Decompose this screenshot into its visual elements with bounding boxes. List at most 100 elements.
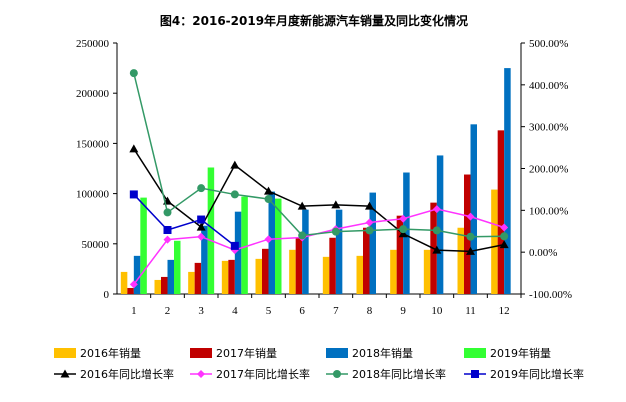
legend-bar-swatch (54, 348, 76, 358)
bar (161, 276, 168, 294)
y-left-tick-label: 0 (104, 289, 110, 301)
x-tick-label: 2 (165, 305, 171, 317)
x-tick-label: 5 (266, 305, 272, 317)
bar (335, 209, 343, 294)
line-point-diamond (365, 218, 374, 227)
line-series-group (129, 144, 509, 255)
bar (470, 124, 477, 294)
bar (504, 68, 511, 294)
line-point-circle (230, 190, 239, 199)
series-line (133, 148, 505, 253)
series-line (133, 193, 236, 247)
line-point-triangle (196, 222, 206, 231)
y-left-tick-label: 250000 (76, 38, 110, 50)
line-series (129, 69, 509, 289)
x-tick-label: 6 (299, 305, 305, 317)
line-point-circle (129, 69, 138, 78)
bar (188, 271, 195, 294)
bar (154, 279, 161, 294)
legend-bar-swatch (326, 348, 348, 358)
bar (497, 130, 505, 294)
line-point-triangle (466, 246, 475, 255)
line-point-square (163, 225, 172, 234)
line-point-circle (331, 227, 340, 236)
line-point-circle (500, 232, 509, 241)
bar-series (120, 68, 511, 294)
y-left-tick-label: 100000 (76, 189, 110, 201)
x-tick-label: 10 (431, 305, 443, 317)
bar (302, 209, 309, 294)
line-point-circle (298, 231, 307, 240)
line-point-triangle (398, 229, 408, 238)
bar (295, 237, 303, 294)
legend-label: 2019年销量 (490, 346, 551, 360)
bar (457, 227, 464, 294)
bar (120, 271, 128, 294)
line-point-diamond (500, 223, 509, 232)
line-point-square (197, 215, 206, 224)
x-tick-label: 4 (232, 305, 238, 317)
series-line (133, 72, 505, 238)
line-point-square (471, 370, 479, 378)
bar-series-group (120, 189, 498, 294)
bar (201, 225, 208, 294)
bar (491, 189, 498, 294)
line-point-diamond (197, 232, 206, 241)
bar (275, 198, 282, 294)
bar (289, 249, 296, 294)
x-tick-label: 7 (333, 305, 339, 317)
x-tick-label: 3 (198, 305, 204, 317)
bar (356, 255, 363, 294)
x-tick-label: 12 (499, 305, 510, 317)
bar (241, 196, 248, 294)
y-right-tick-label: 400.00% (529, 80, 568, 92)
bar (228, 259, 235, 294)
line-point-diamond (264, 235, 273, 244)
bar (322, 256, 330, 294)
line-point-triangle (365, 201, 374, 210)
bar (221, 260, 229, 294)
bar (234, 211, 242, 294)
bar-series-group (140, 167, 282, 294)
bar (255, 258, 262, 294)
legend-label: 2016年销量 (80, 346, 141, 360)
line-series-group (129, 190, 239, 250)
bar (268, 191, 275, 294)
legend: 2016年销量 2017年销量 2018年销量 2019年销量 2016年同比增长率 20… (54, 346, 584, 381)
legend-label: 2019年同比增长率 (490, 367, 584, 381)
x-tick-label: 11 (465, 305, 476, 317)
bar (403, 172, 410, 294)
legend-label: 2017年销量 (216, 346, 277, 360)
line-point-triangle (432, 245, 442, 254)
legend-label: 2018年同比增长率 (352, 367, 446, 381)
y-right-tick-label: 500.00% (529, 38, 568, 50)
line-point-circle (399, 225, 408, 234)
line-point-circle (264, 195, 273, 204)
bar (174, 240, 181, 294)
line-point-diamond (197, 370, 205, 378)
y-right-tick-label: 300.00% (529, 122, 568, 134)
line-point-triangle (331, 200, 341, 209)
bar (369, 192, 376, 294)
line-point-circle (466, 232, 475, 241)
bar-series-group (133, 68, 511, 294)
line-point-triangle (60, 369, 70, 378)
line-point-triangle (129, 144, 139, 153)
x-tick-label: 1 (131, 305, 137, 317)
legend-bar-swatch (464, 348, 486, 358)
y-left-tick-label: 150000 (76, 138, 110, 150)
line-point-circle (432, 226, 441, 235)
bar (436, 155, 444, 294)
line-point-diamond (129, 280, 138, 289)
line-point-square (129, 190, 138, 199)
bar (423, 249, 431, 294)
bar (363, 227, 370, 294)
line-point-diamond (466, 212, 475, 221)
bar (127, 287, 134, 294)
chart-title: 图4：2016-2019年月度新能源汽车销量及同比变化情况 (160, 13, 468, 28)
legend-label: 2016年同比增长率 (80, 367, 174, 381)
line-point-square (230, 241, 239, 250)
x-tick-label: 9 (400, 305, 406, 317)
line-point-triangle (264, 186, 273, 195)
